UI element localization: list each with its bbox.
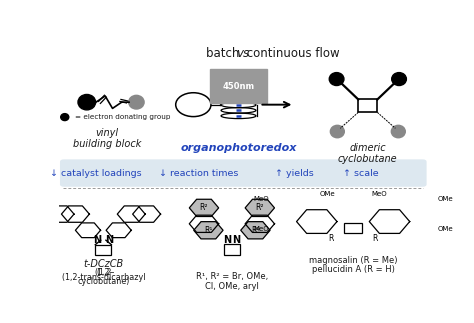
Text: magnosalin (R = Me): magnosalin (R = Me) <box>309 256 397 265</box>
Ellipse shape <box>128 95 144 109</box>
Text: t-DCzCB: t-DCzCB <box>83 259 123 269</box>
FancyBboxPatch shape <box>60 159 427 187</box>
Text: R¹: R¹ <box>204 226 212 235</box>
Text: MeO: MeO <box>254 196 269 202</box>
Text: (1,2-: (1,2- <box>94 267 112 276</box>
Ellipse shape <box>61 114 69 120</box>
Text: ↓ catalyst loadings: ↓ catalyst loadings <box>50 169 142 178</box>
Text: pellucidin A (R = H): pellucidin A (R = H) <box>312 265 394 274</box>
Text: cyclobutane): cyclobutane) <box>77 277 129 286</box>
Text: vs: vs <box>237 47 249 60</box>
Ellipse shape <box>392 73 406 86</box>
Text: OMe: OMe <box>437 226 453 232</box>
Text: (1,2-​trans​-dicarbazyl: (1,2-​trans​-dicarbazyl <box>62 273 145 282</box>
Ellipse shape <box>392 125 405 138</box>
Text: R¹: R¹ <box>251 226 260 235</box>
Bar <box>224 244 240 255</box>
Polygon shape <box>194 222 223 239</box>
Text: N: N <box>232 235 240 245</box>
Bar <box>344 223 362 233</box>
Text: N: N <box>93 235 101 245</box>
Text: R: R <box>373 234 378 244</box>
Text: R¹, R² = Br, OMe,
Cl, OMe, aryl: R¹, R² = Br, OMe, Cl, OMe, aryl <box>196 272 268 291</box>
Polygon shape <box>245 199 274 216</box>
Ellipse shape <box>329 73 344 86</box>
Text: N: N <box>106 235 114 245</box>
Text: ↓ reaction times: ↓ reaction times <box>159 169 238 178</box>
Bar <box>95 245 111 255</box>
Text: 450nm: 450nm <box>222 81 255 90</box>
Text: ↑ yields: ↑ yields <box>275 169 314 178</box>
Text: organophotoredox: organophotoredox <box>180 143 297 153</box>
Text: N: N <box>223 235 232 245</box>
Text: R²: R² <box>255 203 264 213</box>
Ellipse shape <box>330 125 344 138</box>
Polygon shape <box>241 222 270 239</box>
Polygon shape <box>189 199 219 216</box>
Text: batch: batch <box>206 47 243 60</box>
Text: dimeric: dimeric <box>349 143 386 153</box>
Text: cyclobutane: cyclobutane <box>338 154 398 164</box>
Text: (1,2-: (1,2- <box>96 267 115 276</box>
Text: OMe: OMe <box>319 191 335 197</box>
Text: continuous flow: continuous flow <box>243 47 339 60</box>
Text: building block: building block <box>73 140 141 150</box>
Text: = electron donating group: = electron donating group <box>75 114 170 120</box>
Bar <box>358 99 377 112</box>
Text: R²: R² <box>200 203 208 213</box>
Text: MeO: MeO <box>371 191 387 197</box>
Text: OMe: OMe <box>437 196 453 202</box>
Text: R: R <box>328 234 334 244</box>
Text: MeO: MeO <box>254 226 269 232</box>
Text: vinyl: vinyl <box>95 128 118 138</box>
Ellipse shape <box>78 94 96 110</box>
Text: ↑ scale: ↑ scale <box>343 169 378 178</box>
